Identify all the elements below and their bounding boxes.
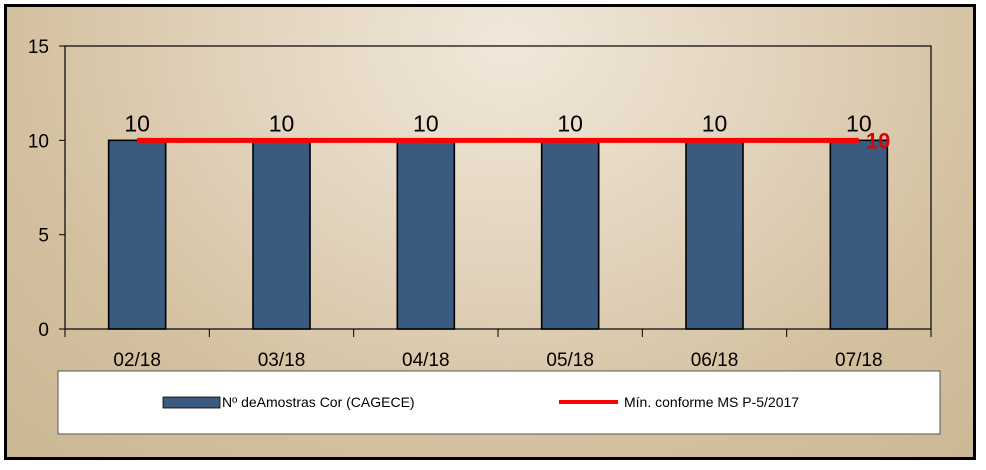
bar [829, 139, 889, 330]
bar-series [107, 139, 889, 330]
line-series: 10 [137, 128, 890, 153]
legend-bar-swatch [162, 396, 221, 409]
legend-line-label: Mín. conforme MS P-5/2017 [624, 394, 799, 410]
legend: Nº deAmostras Cor (CAGECE) Mín. conforme… [57, 370, 941, 435]
bar-data-label: 10 [124, 110, 150, 136]
x-tick-label: 07/18 [835, 350, 883, 371]
bar [107, 139, 167, 330]
bar-data-label: 10 [413, 110, 439, 136]
legend-bar-label: Nº deAmostras Cor (CAGECE) [222, 394, 415, 410]
bar-data-label: 10 [557, 110, 583, 136]
y-axis: 0 5 10 15 [28, 37, 65, 341]
y-tick-label: 15 [28, 37, 49, 58]
x-tick-label: 05/18 [546, 350, 594, 371]
bar [396, 139, 456, 330]
bar [685, 139, 744, 330]
x-tick-label: 06/18 [691, 350, 739, 371]
bar [540, 139, 600, 330]
x-tick-label: 04/18 [402, 350, 450, 371]
x-axis: 02/18 03/18 04/18 05/18 06/18 07/18 [64, 329, 932, 371]
x-tick-label: 02/18 [113, 350, 161, 371]
y-tick-label: 5 [38, 226, 49, 247]
bar [252, 139, 311, 330]
y-tick-label: 0 [38, 320, 49, 341]
bar-data-label: 10 [846, 110, 872, 136]
bar-data-label: 10 [269, 110, 295, 136]
bar-data-labels: 10 10 10 10 10 10 [124, 110, 871, 136]
bar-data-label: 10 [702, 110, 728, 136]
x-tick-label: 03/18 [258, 350, 306, 371]
reference-line-label: 10 [866, 128, 890, 153]
y-tick-label: 10 [28, 131, 49, 152]
plot-area [64, 45, 932, 330]
